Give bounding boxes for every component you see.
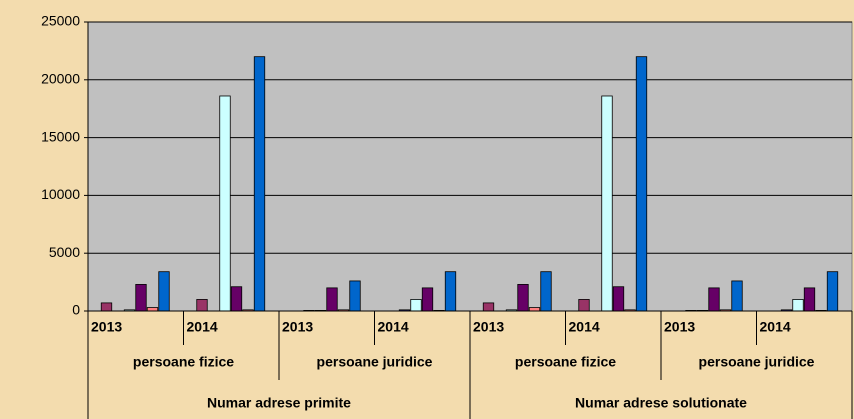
y-tick-label: 5000: [49, 244, 80, 260]
x-tick-label: 2014: [760, 319, 791, 335]
bar: [158, 271, 170, 312]
bar: [792, 299, 804, 312]
x-tick-label: 2013: [473, 319, 504, 335]
bar: [230, 286, 243, 312]
bar: [146, 307, 159, 312]
bar: [708, 287, 720, 312]
bar: [578, 299, 590, 312]
bar: [100, 302, 113, 312]
bar: [444, 271, 457, 312]
category-group-label: persoane juridice: [699, 354, 815, 370]
bar: [826, 271, 839, 312]
y-tick-label: 10000: [41, 186, 80, 202]
x-tick-label: 2013: [664, 319, 695, 335]
bar: [482, 302, 495, 312]
y-tick-label: 25000: [41, 13, 80, 29]
bar: [253, 56, 266, 312]
category-group-label: persoane fizice: [515, 354, 616, 370]
category-group-label: persoane fizice: [133, 354, 234, 370]
plot-area: [87, 21, 853, 312]
bar: [517, 284, 529, 312]
bar: [219, 95, 231, 312]
y-tick-label: 0: [72, 302, 80, 318]
x-tick-label: 2014: [378, 319, 409, 335]
x-tick-label: 2013: [91, 319, 122, 335]
category-supergroup-label: Numar adrese solutionate: [575, 395, 747, 411]
bar: [731, 280, 743, 312]
y-tick-label: 20000: [41, 71, 80, 87]
x-tick-label: 2014: [569, 319, 600, 335]
y-tick-label: 15000: [41, 128, 80, 144]
category-supergroup-label: Numar adrese primite: [207, 395, 351, 411]
x-tick-label: 2013: [282, 319, 313, 335]
bar: [528, 307, 541, 312]
bar: [803, 287, 816, 312]
category-group-label: persoane juridice: [317, 354, 433, 370]
bar: [196, 299, 208, 312]
bar: [601, 95, 613, 312]
bar: [612, 286, 625, 312]
bar: [326, 287, 338, 312]
bar: [421, 287, 434, 312]
bar: [410, 299, 422, 312]
bar: [635, 56, 648, 312]
bar: [540, 271, 552, 312]
bar: [349, 280, 361, 312]
bar: [135, 284, 147, 312]
x-tick-label: 2014: [187, 319, 218, 335]
